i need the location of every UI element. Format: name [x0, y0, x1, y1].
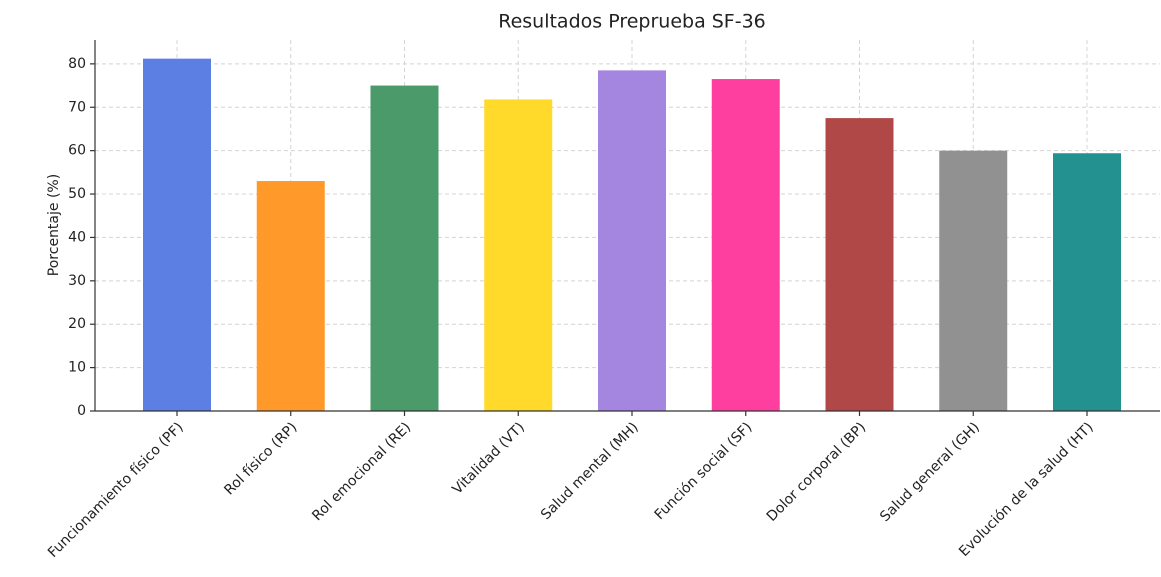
bar — [143, 58, 211, 411]
bar — [1053, 153, 1121, 411]
bar — [370, 85, 439, 411]
x-tick-label: Rol emocional (RE) — [309, 419, 414, 524]
y-tick-label: 0 — [77, 403, 86, 419]
y-tick-label: 70 — [68, 99, 86, 115]
bar — [598, 70, 666, 411]
bar — [484, 99, 553, 412]
x-tick-label: Funcionamiento físico (PF) — [45, 419, 187, 561]
x-tick-label: Rol físico (RP) — [221, 419, 300, 498]
y-tick-label: 40 — [68, 229, 86, 245]
x-tick-label: Salud mental (MH) — [538, 419, 642, 523]
chart-title: Resultados Preprueba SF-36 — [498, 11, 766, 33]
bar — [711, 79, 780, 411]
y-axis-label: Porcentaje (%) — [46, 174, 62, 276]
x-tick-label: Vitalidad (VT) — [450, 419, 528, 497]
y-tick-label: 30 — [68, 273, 86, 289]
bar — [256, 181, 325, 411]
x-tick-label: Salud general (GH) — [877, 419, 983, 525]
y-tick-label: 60 — [68, 143, 86, 159]
x-tick-label: Dolor corporal (BP) — [764, 419, 869, 524]
y-tick-label: 10 — [68, 360, 86, 376]
y-tick-label: 80 — [68, 56, 86, 72]
y-tick-label: 20 — [68, 316, 86, 332]
x-tick-label: Evolución de la salud (HT) — [956, 419, 1097, 560]
bar — [939, 150, 1008, 412]
x-tick-label: Función social (SF) — [652, 419, 756, 523]
bar — [825, 118, 894, 412]
y-tick-label: 50 — [68, 186, 86, 202]
